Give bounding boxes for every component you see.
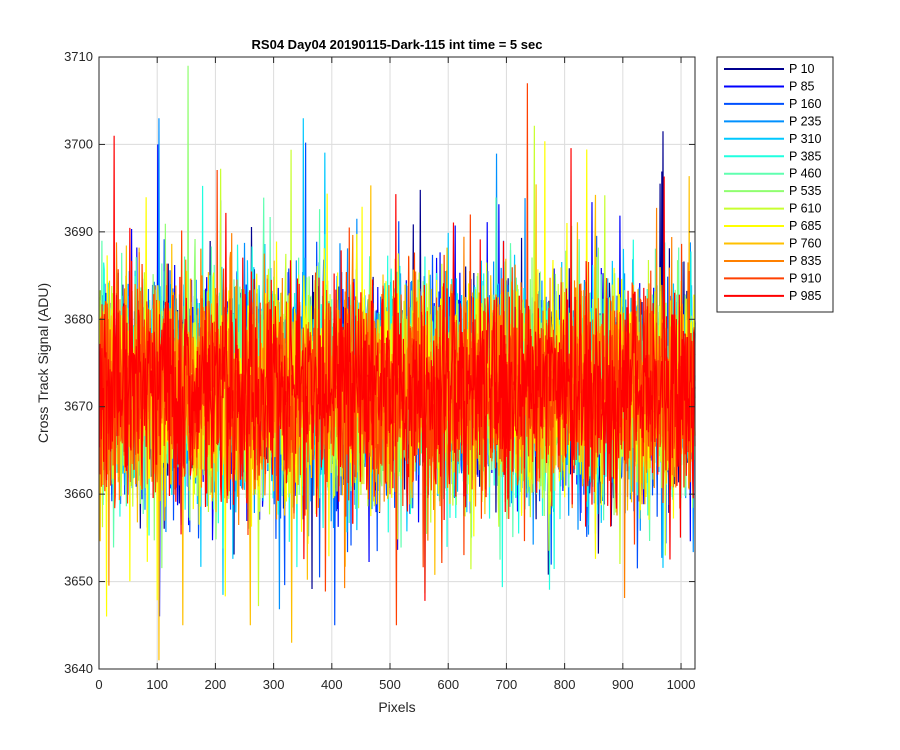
y-tick-label: 3640 bbox=[64, 661, 93, 676]
legend-label: P 310 bbox=[789, 132, 821, 146]
legend-label: P 610 bbox=[789, 202, 821, 216]
x-tick-label: 400 bbox=[321, 677, 343, 692]
series-line-p985 bbox=[98, 135, 696, 601]
legend-label: P 85 bbox=[789, 79, 815, 93]
y-axis-label: Cross Track Signal (ADU) bbox=[35, 283, 51, 443]
legend-label: P 760 bbox=[789, 237, 821, 251]
y-tick-label: 3710 bbox=[64, 49, 93, 64]
series-group bbox=[98, 65, 696, 661]
x-tick-label: 700 bbox=[496, 677, 518, 692]
x-tick-label: 1000 bbox=[667, 677, 696, 692]
legend-label: P 910 bbox=[789, 271, 821, 285]
x-tick-label: 500 bbox=[379, 677, 401, 692]
ticks: 0 100 200 300 400 500 600 700 800 900 1000 3640 3650… bbox=[64, 49, 695, 692]
legend-label: P 160 bbox=[789, 97, 821, 111]
legend-label: P 535 bbox=[789, 184, 821, 198]
y-tick-label: 3700 bbox=[64, 136, 93, 151]
y-tick-label: 3670 bbox=[64, 399, 93, 414]
legend-label: P 985 bbox=[789, 289, 821, 303]
legend-label: P 835 bbox=[789, 254, 821, 268]
x-axis-label: Pixels bbox=[378, 699, 415, 715]
x-tick-label: 800 bbox=[554, 677, 576, 692]
legend-label: P 385 bbox=[789, 149, 821, 163]
y-tick-label: 3690 bbox=[64, 224, 93, 239]
legend-label: P 235 bbox=[789, 114, 821, 128]
plot-frame bbox=[98, 56, 696, 670]
y-tick-label: 3680 bbox=[64, 311, 93, 326]
y-tick-label: 3660 bbox=[64, 486, 93, 501]
x-tick-label: 0 bbox=[95, 677, 102, 692]
x-tick-label: 300 bbox=[263, 677, 285, 692]
legend-label: P 460 bbox=[789, 167, 821, 181]
chart-title: RS04 Day04 20190115-Dark-115 int time = … bbox=[252, 37, 543, 52]
legend-label: P 10 bbox=[789, 62, 815, 76]
x-tick-label: 600 bbox=[437, 677, 459, 692]
x-tick-label: 900 bbox=[612, 677, 634, 692]
x-tick-label: 200 bbox=[205, 677, 227, 692]
legend: P 10 P 85 P 160 P 235 P 310 P 385 P 460 P 535 P … bbox=[716, 56, 834, 313]
legend-label: P 685 bbox=[789, 219, 821, 233]
legend-box bbox=[716, 56, 834, 313]
x-tick-label: 100 bbox=[146, 677, 168, 692]
y-tick-label: 3650 bbox=[64, 574, 93, 589]
